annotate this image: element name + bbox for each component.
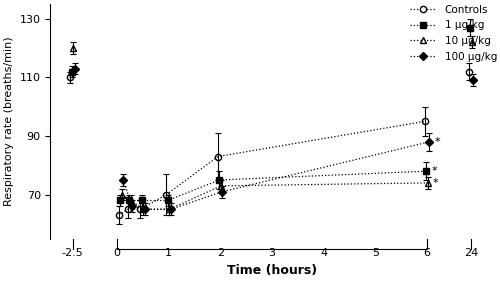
Y-axis label: Respiratory rate (breaths/min): Respiratory rate (breaths/min) [4,37,14,206]
X-axis label: Time (hours): Time (hours) [227,264,317,277]
Text: *: * [433,178,438,188]
Text: *: * [432,166,437,176]
Legend: Controls, 1 µg/kg, 10 µg/kg, 100 µg/kg: Controls, 1 µg/kg, 10 µg/kg, 100 µg/kg [410,5,497,62]
Text: *: * [434,137,440,147]
